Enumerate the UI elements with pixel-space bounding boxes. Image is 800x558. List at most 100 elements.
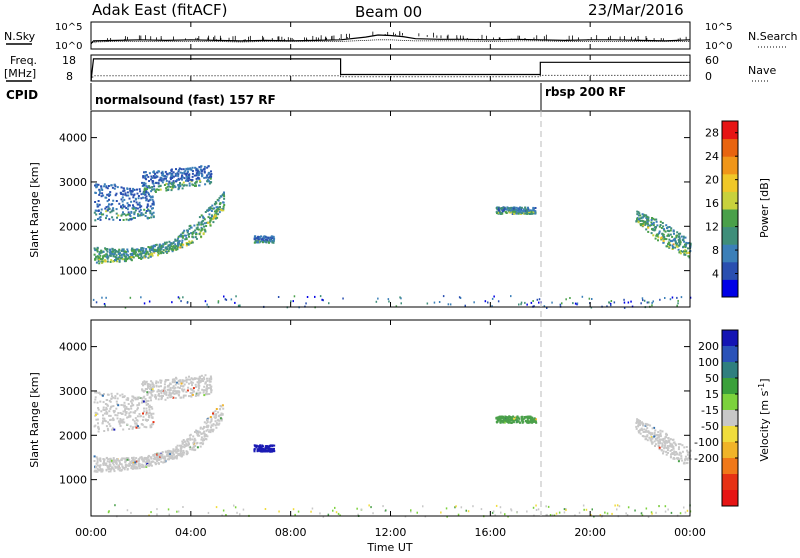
data-point	[116, 257, 119, 260]
data-point	[185, 442, 188, 445]
power-colorbar-segment	[722, 191, 738, 210]
data-point	[146, 462, 149, 465]
noise-search-series	[90, 39, 690, 45]
data-point	[684, 249, 687, 252]
data-point	[125, 406, 128, 409]
data-point	[145, 178, 148, 181]
data-point	[105, 253, 108, 256]
data-point	[673, 451, 676, 454]
data-point	[501, 208, 504, 211]
data-point	[162, 461, 165, 464]
clutter-point	[335, 511, 338, 514]
data-point	[125, 398, 128, 401]
data-point	[662, 439, 665, 441]
data-point	[122, 410, 125, 413]
data-point	[669, 449, 672, 452]
data-point	[197, 434, 200, 437]
data-point	[163, 387, 166, 390]
data-point	[258, 237, 261, 240]
data-point	[171, 456, 174, 459]
data-point	[132, 461, 135, 464]
data-point	[99, 467, 102, 470]
data-point	[192, 387, 195, 390]
data-point	[186, 231, 189, 234]
data-point	[120, 257, 123, 260]
data-point	[153, 248, 156, 251]
data-point	[208, 379, 211, 382]
data-point	[189, 391, 192, 394]
data-point	[152, 385, 155, 388]
data-point	[531, 209, 534, 212]
data-point	[151, 388, 154, 391]
data-point	[194, 229, 197, 232]
data-point	[133, 188, 136, 191]
data-point	[134, 207, 137, 210]
velocity-colorbar-tick-label: 100	[698, 356, 719, 369]
data-point	[128, 458, 131, 461]
data-point	[208, 209, 211, 212]
data-point	[110, 466, 113, 469]
data-point	[144, 253, 147, 256]
clutter-point	[297, 510, 300, 513]
clutter-point	[563, 511, 566, 514]
data-point	[663, 228, 665, 231]
data-point	[260, 450, 262, 453]
clutter-point	[651, 304, 653, 307]
data-point	[108, 203, 110, 206]
data-point	[147, 209, 150, 212]
data-point	[167, 453, 170, 456]
data-point	[98, 253, 101, 255]
data-point	[506, 417, 509, 420]
data-point	[668, 440, 671, 443]
data-point	[678, 446, 680, 449]
data-point	[130, 193, 133, 196]
data-point	[668, 226, 671, 228]
data-point	[95, 209, 98, 212]
data-point	[254, 240, 257, 242]
data-point	[178, 167, 181, 170]
noise-panel: N.Sky 10^5 10^0 10^5 10^0 N.Search	[4, 21, 798, 52]
data-point	[682, 238, 685, 241]
data-point	[164, 379, 167, 382]
clutter-point	[491, 305, 493, 308]
velocity-scatter	[93, 374, 692, 518]
data-point	[160, 251, 163, 254]
data-point	[129, 411, 132, 414]
data-point	[659, 435, 662, 438]
clutter-point	[689, 296, 692, 299]
data-point	[209, 219, 212, 222]
data-point	[181, 235, 184, 238]
data-point	[138, 188, 141, 191]
data-point	[269, 447, 272, 450]
x-tick-label: 16:00	[474, 526, 506, 539]
data-point	[175, 392, 178, 395]
data-point	[669, 443, 672, 446]
data-point	[653, 426, 656, 429]
clutter-point	[524, 301, 526, 304]
velocity-colorbar-frame	[721, 329, 739, 507]
data-point	[191, 172, 194, 175]
clutter-point	[535, 504, 537, 507]
clutter-point	[467, 510, 470, 513]
data-point	[97, 430, 100, 433]
data-point	[156, 390, 159, 393]
data-point	[98, 258, 101, 261]
data-point	[206, 377, 208, 380]
data-point	[173, 380, 176, 382]
data-point	[106, 399, 109, 401]
clutter-point	[647, 516, 650, 518]
clutter-point	[167, 508, 170, 511]
data-point	[534, 210, 537, 213]
data-point	[134, 417, 137, 420]
data-point	[160, 179, 163, 182]
clutter-point	[634, 509, 636, 512]
data-point	[220, 412, 223, 415]
data-point	[110, 210, 113, 213]
data-point	[175, 168, 177, 171]
data-point	[139, 208, 142, 211]
data-point	[147, 185, 150, 188]
data-point	[528, 421, 531, 424]
data-point	[197, 394, 200, 397]
data-point	[122, 219, 125, 221]
power-panel-frame	[90, 110, 691, 308]
